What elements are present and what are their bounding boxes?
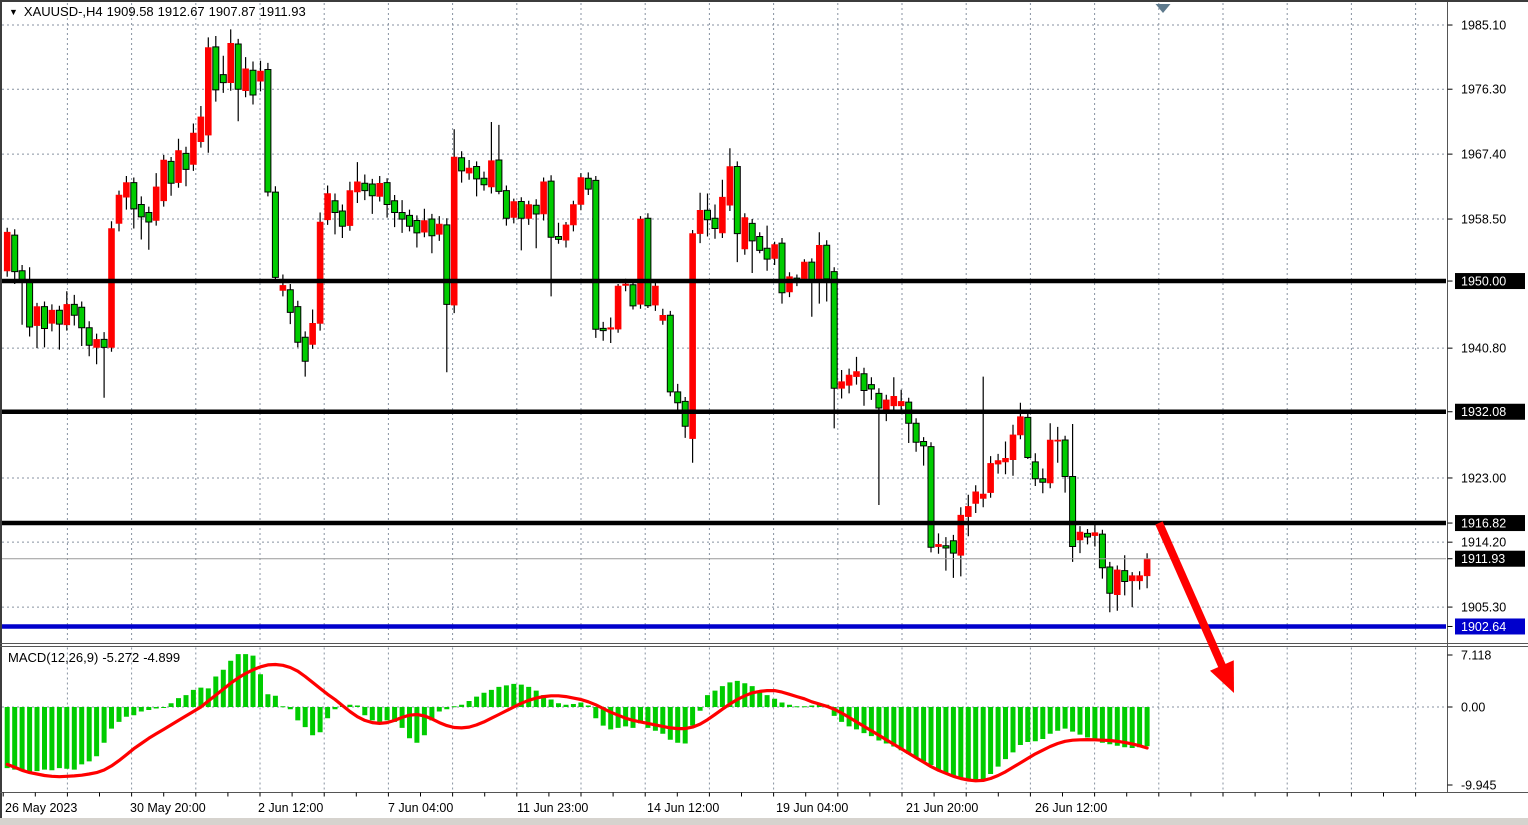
price-label-highlight-bg — [1455, 403, 1525, 420]
time-axis-label: 21 Jun 20:00 — [906, 801, 978, 815]
time-axis-label: 19 Jun 04:00 — [776, 801, 848, 815]
window-bottom-chrome — [0, 818, 1528, 825]
trend-arrow-head[interactable] — [1209, 660, 1234, 693]
time-axis-label: 26 May 2023 — [5, 801, 77, 815]
price-axis-label: 1923.00 — [1461, 471, 1506, 485]
macd-name: MACD(12,26,9) — [8, 650, 99, 665]
price-axis-label: 1985.10 — [1461, 19, 1506, 33]
symbol-timeframe: XAUUSD-,H4 — [23, 4, 103, 19]
macd-axis-label: 0.00 — [1461, 701, 1485, 715]
macd-signal-line — [5, 662, 1149, 783]
ohlc-high: 1912.67 — [157, 4, 205, 19]
price-axis-label: 1967.40 — [1461, 148, 1506, 162]
candles-bear — [11, 43, 1129, 594]
price-label-highlight-bg — [1455, 273, 1525, 290]
macd-indicator-label: MACD(12,26,9) -5.272 -4.899 — [8, 650, 184, 665]
price-axis-label: 1950.00 — [1461, 275, 1506, 289]
macd-signal-value: -4.899 — [143, 650, 181, 665]
price-axis-label: 1958.50 — [1461, 213, 1506, 227]
ohlc-low: 1907.87 — [208, 4, 256, 19]
macd-main-value: -5.272 — [102, 650, 140, 665]
price-axis-label: 1905.30 — [1461, 601, 1506, 615]
price-axis-label: 1940.80 — [1461, 342, 1506, 356]
price-axis-label: 1932.08 — [1461, 405, 1506, 419]
price-axis-label: 1916.82 — [1461, 517, 1506, 531]
price-label-highlight-bg — [1455, 618, 1525, 635]
macd-axis-label: 7.118 — [1461, 649, 1491, 663]
chart-shift-marker-icon — [1155, 4, 1171, 13]
ohlc-close: 1911.93 — [259, 4, 306, 19]
time-axis-label: 11 Jun 23:00 — [517, 801, 588, 815]
time-axis-label: 7 Jun 04:00 — [388, 801, 453, 815]
price-label-highlight-bg — [1455, 515, 1525, 532]
price-axis-label: 1902.64 — [1461, 620, 1506, 634]
time-axis-label: 2 Jun 12:00 — [258, 801, 323, 815]
chart-title: ▼ XAUUSD-,H4 1909.58 1912.67 1907.87 1911.93 — [9, 4, 310, 19]
collapse-ohlc-icon[interactable]: ▼ — [9, 7, 18, 17]
price-axis-label: 1914.20 — [1461, 536, 1506, 550]
time-axis-label: 26 Jun 12:00 — [1035, 801, 1107, 815]
time-axis-label: 30 May 20:00 — [130, 801, 206, 815]
ohlc-open: 1909.58 — [106, 4, 154, 19]
trend-arrow-shaft[interactable] — [1155, 521, 1229, 675]
price-label-highlight-bg — [1455, 550, 1525, 567]
macd-axis-label: -9.945 — [1461, 779, 1496, 793]
price-axis-label: 1976.30 — [1461, 83, 1506, 97]
time-axis-label: 14 Jun 12:00 — [647, 801, 719, 815]
price-axis-label: 1911.93 — [1461, 552, 1505, 566]
